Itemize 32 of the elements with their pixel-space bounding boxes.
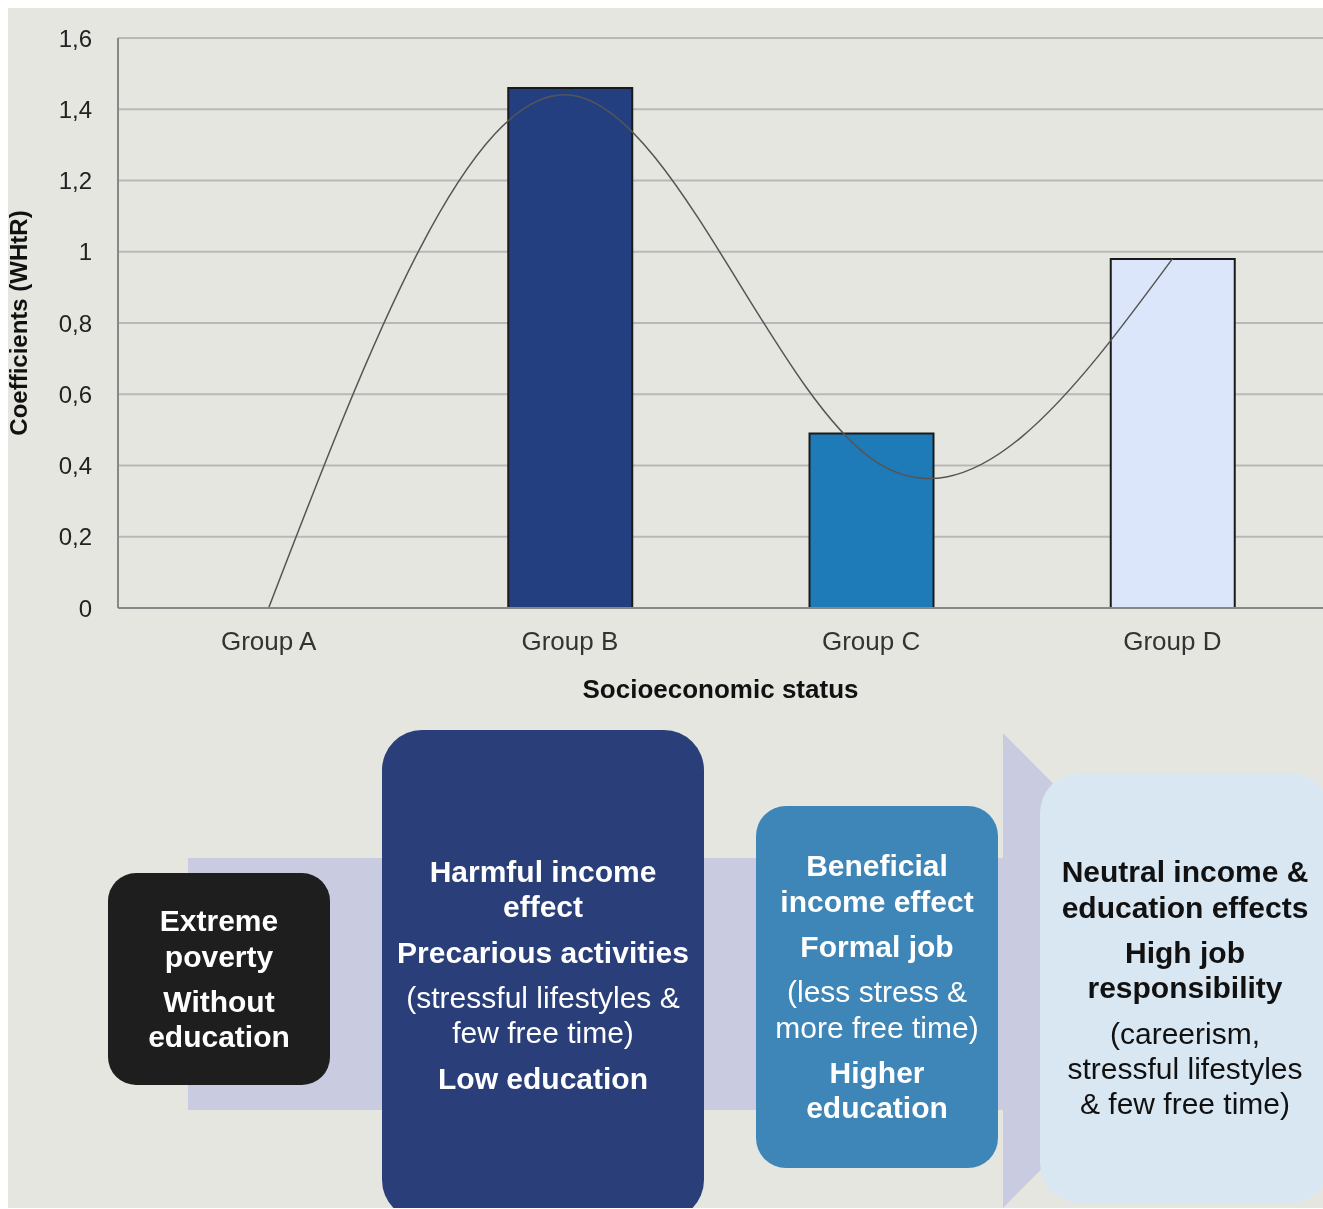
text: (less stress & more free time): [774, 974, 980, 1046]
y-tick-label: 0,8: [58, 309, 92, 337]
text: Formal job: [800, 928, 954, 965]
y-tick-label: 0: [78, 594, 92, 622]
line-series: [267, 94, 1174, 608]
y-tick-label: 1,4: [58, 95, 92, 123]
y-tick-label: 1,6: [58, 24, 92, 52]
x-axis-title: Socioeconomic status: [582, 674, 859, 704]
y-tick-label: 0,2: [58, 523, 92, 551]
text: Precarious activities: [397, 934, 689, 970]
text: Higher education: [805, 1055, 949, 1126]
x-tick-label: Group D: [1123, 626, 1222, 657]
y-tick-label: 0,6: [58, 380, 92, 408]
text: Low education: [438, 1060, 648, 1097]
y-tick-label: 1: [78, 238, 92, 266]
text: Harmful income effect: [428, 853, 658, 925]
y-tick-label: 0,4: [58, 452, 92, 480]
text: Beneficial income effect: [779, 848, 975, 919]
x-tick-label: Group C: [821, 626, 921, 657]
text: Without education: [147, 984, 291, 1055]
bar: [1109, 257, 1236, 608]
bar: [507, 86, 634, 608]
text: Neutral income & education effects: [1060, 854, 1310, 925]
x-tick-label: Group A: [220, 626, 317, 657]
text: (careerism, stressful lifestyles & few free time): [1066, 1015, 1304, 1122]
bar: [808, 432, 935, 608]
text: (stressful lifestyles & few free time): [405, 980, 681, 1051]
y-axis-title: Coefficients (WHtR): [4, 210, 32, 436]
text: Extreme poverty: [158, 903, 280, 974]
text: High job responsibility: [1086, 934, 1284, 1006]
x-tick-label: Group B: [521, 626, 619, 657]
y-tick-label: 1,2: [58, 167, 92, 195]
